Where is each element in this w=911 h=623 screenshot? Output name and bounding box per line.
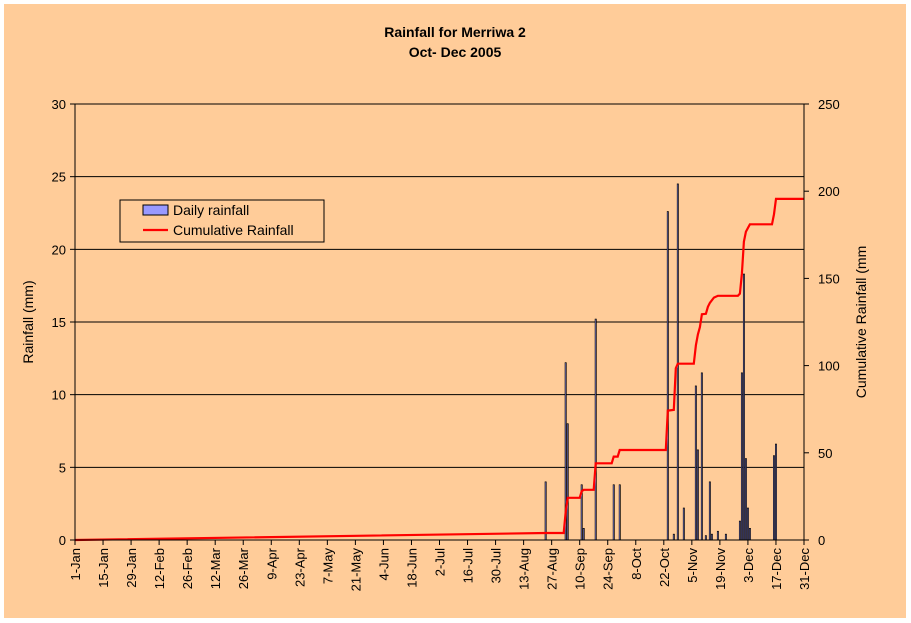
x-tick-label-8: 23-Apr xyxy=(292,547,307,587)
x-tick-label-25: 17-Dec xyxy=(769,548,784,590)
x-tick-label-18: 10-Sep xyxy=(573,548,588,590)
y2-axis-label: Cumulative Rainfall (mm xyxy=(853,246,869,398)
y-tick-label-25: 25 xyxy=(52,170,66,185)
daily-rainfall-bar-4 xyxy=(582,528,585,541)
daily-rainfall-bar-10 xyxy=(672,533,675,541)
y2-tick-label-150: 150 xyxy=(818,271,840,286)
y2-tick-label-100: 100 xyxy=(818,359,840,374)
chart-title: Rainfall for Merriwa 2 xyxy=(384,24,526,40)
legend: Daily rainfall Cumulative Rainfall xyxy=(119,199,325,243)
daily-rainfall-bar-22 xyxy=(742,273,745,541)
daily-rainfall-bar-25 xyxy=(748,528,751,541)
x-tick-label-7: 9-Apr xyxy=(264,547,279,579)
y2-tick-label-250: 250 xyxy=(818,97,840,112)
daily-rainfall-bar-13 xyxy=(696,449,699,541)
x-tick-label-3: 12-Feb xyxy=(152,548,167,589)
daily-rainfall-bar-20 xyxy=(738,520,741,541)
x-tick-label-0: 1-Jan xyxy=(68,548,83,581)
daily-rainfall-bar-23 xyxy=(744,458,747,541)
daily-rainfall-bar-15 xyxy=(704,535,707,541)
y-tick-label-30: 30 xyxy=(52,97,66,112)
x-tick-label-17: 27-Aug xyxy=(545,548,560,590)
x-tick-label-12: 18-Jun xyxy=(404,548,419,588)
daily-rainfall-bar-26 xyxy=(773,455,775,541)
y2-tick-label-50: 50 xyxy=(818,446,832,461)
x-tick-label-21: 22-Oct xyxy=(657,548,672,587)
daily-rainfall-bar-5 xyxy=(594,318,597,541)
daily-rainfall-bar-14 xyxy=(700,372,703,541)
x-tick-label-10: 21-May xyxy=(348,548,363,592)
y2-tick-label-200: 200 xyxy=(818,184,840,199)
cumulative-rainfall-line xyxy=(74,197,804,542)
y2-tick-label-0: 0 xyxy=(818,533,825,548)
y-axis-label: Rainfall (mm) xyxy=(20,280,36,363)
x-tick-label-24: 3-Dec xyxy=(741,548,756,583)
y-tick-label-15: 15 xyxy=(52,315,66,330)
axes: 0 5 10 15 20 25 30 0 50 100 150 200 250 1-Jan 15-Jan 29… xyxy=(52,97,840,591)
daily-rainfall-bar-17 xyxy=(710,533,713,541)
x-tick-label-6: 26-Mar xyxy=(236,547,251,589)
x-tick-label-5: 12-Mar xyxy=(208,547,223,589)
daily-rainfall-bar-9 xyxy=(676,183,679,541)
x-tick-label-1: 15-Jan xyxy=(96,548,111,588)
daily-rainfall-bar-12 xyxy=(694,385,697,541)
y-tick-label-10: 10 xyxy=(52,388,66,403)
x-tick-label-4: 26-Feb xyxy=(180,548,195,589)
legend-label-cumulative-rainfall: Cumulative Rainfall xyxy=(173,222,294,238)
daily-rainfall-bar-2 xyxy=(566,423,569,541)
daily-rainfall-bar-8 xyxy=(666,211,669,541)
x-tick-label-23: 19-Nov xyxy=(713,548,728,590)
chart-subtitle: Oct- Dec 2005 xyxy=(409,44,502,60)
gridlines xyxy=(75,103,804,468)
legend-label-daily-rainfall: Daily rainfall xyxy=(173,202,249,218)
chart-background xyxy=(4,4,906,618)
daily-rainfall-bar-11 xyxy=(682,507,685,541)
y-tick-label-5: 5 xyxy=(59,460,66,475)
x-tick-label-15: 30-Jul xyxy=(489,548,504,584)
daily-rainfall-bar-6 xyxy=(612,484,615,541)
daily-rainfall-bar-0 xyxy=(544,481,547,541)
daily-rainfall-bar-21 xyxy=(740,372,743,541)
x-tick-label-13: 2-Jul xyxy=(433,548,448,576)
x-tick-label-16: 13-Aug xyxy=(517,548,532,590)
x-tick-label-19: 24-Sep xyxy=(601,548,616,590)
daily-rainfall-bar-7 xyxy=(618,484,621,541)
daily-rainfall-bar-18 xyxy=(716,530,719,541)
y-tick-label-0: 0 xyxy=(59,533,66,548)
x-tick-label-22: 5-Nov xyxy=(685,548,700,583)
x-tick-label-9: 7-May xyxy=(320,548,335,585)
daily-rainfall-bar-27 xyxy=(775,443,777,541)
x-tick-label-26: 31-Dec xyxy=(797,548,812,590)
daily-rainfall-bar-16 xyxy=(708,481,711,541)
x-tick-label-20: 8-Oct xyxy=(629,548,644,580)
daily-rainfall-bar-24 xyxy=(746,507,749,541)
legend-swatch-daily-rainfall xyxy=(142,204,169,216)
x-tick-label-2: 29-Jan xyxy=(124,548,139,588)
daily-rainfall-bar-19 xyxy=(724,533,727,541)
x-tick-label-14: 16-Jul xyxy=(461,548,476,584)
y-tick-label-20: 20 xyxy=(52,242,66,257)
x-tick-label-11: 4-Jun xyxy=(376,548,391,581)
